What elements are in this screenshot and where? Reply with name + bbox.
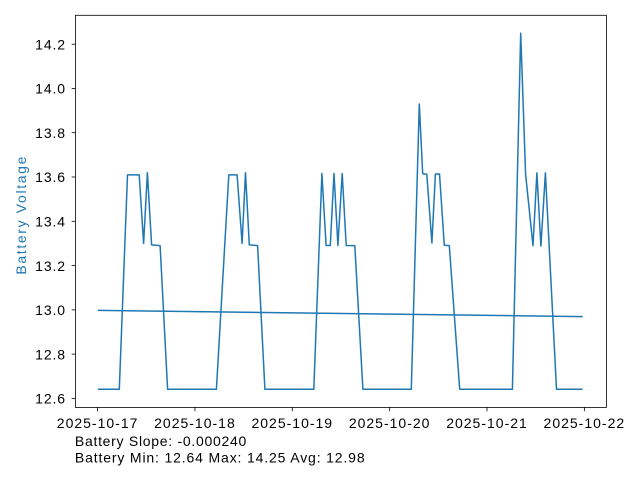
svg-text:Battery Min: 12.64 Max: 14.25: Battery Min: 12.64 Max: 14.25 Avg: 12.98 (75, 450, 366, 466)
svg-text:13.2: 13.2 (35, 258, 66, 274)
svg-text:13.0: 13.0 (35, 302, 66, 318)
svg-text:2025-10-21: 2025-10-21 (446, 415, 528, 431)
svg-text:14.0: 14.0 (35, 81, 66, 97)
svg-text:Battery Voltage: Battery Voltage (13, 155, 29, 275)
svg-text:13.8: 13.8 (35, 125, 66, 141)
svg-text:12.8: 12.8 (35, 346, 66, 362)
svg-text:2025-10-19: 2025-10-19 (251, 415, 333, 431)
svg-text:13.6: 13.6 (35, 169, 66, 185)
svg-text:2025-10-22: 2025-10-22 (544, 415, 626, 431)
svg-text:2025-10-18: 2025-10-18 (154, 415, 236, 431)
svg-text:2025-10-17: 2025-10-17 (57, 415, 139, 431)
svg-text:Battery Slope: -0.000240: Battery Slope: -0.000240 (75, 433, 247, 449)
svg-text:13.4: 13.4 (35, 214, 66, 230)
svg-text:2025-10-20: 2025-10-20 (349, 415, 431, 431)
svg-text:14.2: 14.2 (35, 36, 66, 52)
svg-text:12.6: 12.6 (35, 391, 66, 407)
